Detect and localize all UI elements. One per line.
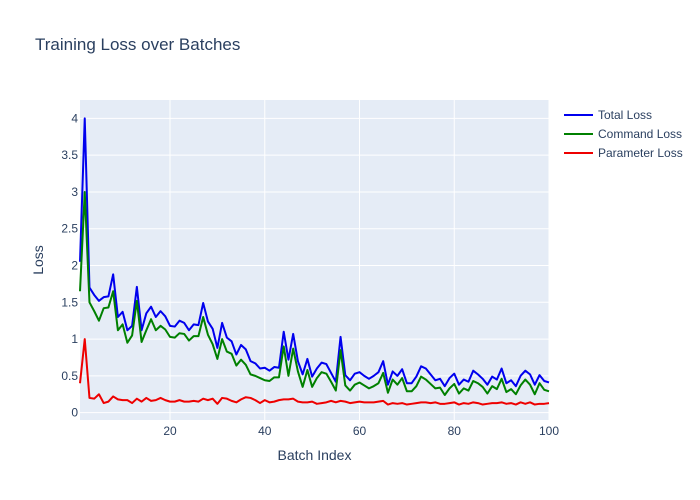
y-axis-title: Loss xyxy=(30,245,46,275)
series-lines xyxy=(79,117,550,406)
series-line-command-loss[interactable] xyxy=(79,190,550,396)
y-tick-label: 2 xyxy=(71,259,78,273)
x-tick-label: 40 xyxy=(258,424,272,438)
y-tick-label: 3.5 xyxy=(61,148,78,162)
y-tick-label: 4 xyxy=(71,111,78,125)
grid-lines xyxy=(80,100,550,420)
x-axis-title: Batch Index xyxy=(278,447,352,463)
chart-title: Training Loss over Batches xyxy=(35,35,240,54)
series-line-total-loss[interactable] xyxy=(79,117,550,388)
legend: Total Loss Command Loss Parameter Loss xyxy=(564,108,683,160)
series-line-parameter-loss[interactable] xyxy=(79,338,550,406)
y-tick-label: 0 xyxy=(71,406,78,420)
y-tick-label: 3 xyxy=(71,185,78,199)
x-tick-label: 100 xyxy=(539,424,559,438)
x-tick-labels: 20 40 60 80 100 xyxy=(163,424,559,438)
y-tick-label: 1 xyxy=(71,332,78,346)
legend-item-total-loss[interactable]: Total Loss xyxy=(564,108,652,122)
legend-label: Parameter Loss xyxy=(598,146,683,160)
legend-label: Total Loss xyxy=(598,108,652,122)
y-tick-labels: 0 0.5 1 1.5 2 2.5 3 3.5 4 xyxy=(61,111,78,419)
x-tick-label: 20 xyxy=(163,424,177,438)
x-tick-label: 60 xyxy=(353,424,367,438)
legend-item-parameter-loss[interactable]: Parameter Loss xyxy=(564,146,683,160)
legend-item-command-loss[interactable]: Command Loss xyxy=(564,127,682,141)
y-tick-label: 2.5 xyxy=(61,222,78,236)
legend-label: Command Loss xyxy=(598,127,682,141)
y-tick-label: 0.5 xyxy=(61,369,78,383)
x-tick-label: 80 xyxy=(448,424,462,438)
plot-area[interactable] xyxy=(80,100,549,420)
y-tick-label: 1.5 xyxy=(61,295,78,309)
